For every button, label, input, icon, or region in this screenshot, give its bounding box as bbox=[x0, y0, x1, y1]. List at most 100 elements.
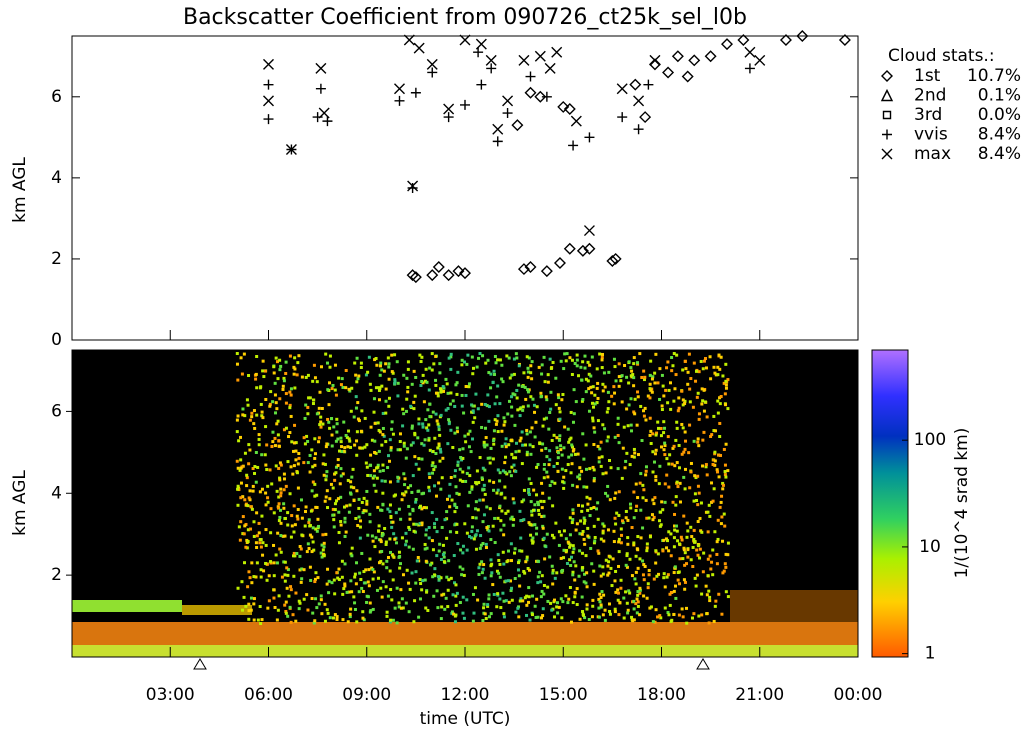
image-speckle bbox=[674, 438, 678, 442]
image-speckle bbox=[451, 399, 455, 403]
image-speckle bbox=[620, 400, 624, 404]
image-speckle bbox=[313, 456, 317, 460]
image-speckle bbox=[582, 485, 586, 489]
image-speckle bbox=[526, 388, 530, 392]
image-speckle bbox=[662, 431, 666, 435]
point bbox=[553, 256, 566, 269]
image-speckle bbox=[461, 470, 465, 474]
image-speckle bbox=[595, 367, 599, 371]
image-speckle bbox=[510, 452, 514, 456]
image-speckle bbox=[635, 611, 639, 615]
image-speckle bbox=[495, 569, 499, 573]
image-speckle bbox=[525, 432, 529, 436]
image-speckle bbox=[426, 608, 430, 612]
image-speckle bbox=[483, 576, 487, 580]
image-speckle bbox=[276, 377, 280, 381]
image-speckle bbox=[649, 388, 653, 392]
image-speckle bbox=[465, 598, 469, 602]
image-speckle bbox=[275, 407, 279, 411]
image-speckle bbox=[328, 497, 332, 501]
image-speckle bbox=[545, 455, 549, 459]
image-speckle bbox=[445, 536, 449, 540]
image-speckle bbox=[526, 370, 530, 374]
image-speckle bbox=[676, 578, 680, 582]
image-speckle bbox=[685, 621, 689, 625]
image-speckle bbox=[236, 414, 240, 418]
image-speckle bbox=[718, 367, 722, 371]
image-speckle bbox=[502, 562, 506, 566]
image-speckle bbox=[671, 446, 675, 450]
image-speckle bbox=[248, 576, 252, 580]
image-speckle bbox=[645, 596, 649, 600]
image-speckle bbox=[700, 613, 704, 617]
point bbox=[476, 79, 487, 90]
image-speckle bbox=[634, 554, 638, 558]
image-speckle bbox=[259, 568, 263, 572]
image-speckle bbox=[580, 566, 584, 570]
image-speckle bbox=[241, 515, 245, 519]
image-speckle bbox=[526, 404, 530, 408]
image-speckle bbox=[326, 611, 330, 615]
image-speckle bbox=[368, 601, 372, 605]
image-speckle bbox=[540, 514, 544, 518]
image-speckle bbox=[476, 598, 480, 602]
image-speckle bbox=[651, 450, 655, 454]
image-speckle bbox=[448, 530, 452, 534]
image-speckle bbox=[236, 503, 240, 507]
image-speckle bbox=[683, 467, 687, 471]
image-speckle bbox=[572, 388, 576, 392]
image-speckle bbox=[278, 368, 282, 372]
image-speckle bbox=[421, 425, 425, 429]
image-speckle bbox=[350, 590, 354, 594]
image-speckle bbox=[613, 496, 617, 500]
image-speckle bbox=[608, 609, 612, 613]
image-speckle bbox=[455, 491, 459, 495]
image-speckle bbox=[406, 390, 410, 394]
image-speckle bbox=[643, 406, 647, 410]
image-speckle bbox=[518, 414, 522, 418]
image-speckle bbox=[328, 426, 332, 430]
image-speckle bbox=[372, 410, 376, 414]
image-speckle bbox=[504, 511, 508, 515]
image-speckle bbox=[341, 472, 345, 476]
point bbox=[263, 95, 274, 107]
image-speckle bbox=[577, 374, 581, 378]
image-speckle bbox=[279, 521, 283, 525]
image-speckle bbox=[635, 504, 639, 508]
image-speckle bbox=[509, 589, 513, 593]
image-speckle bbox=[514, 450, 518, 454]
image-speckle bbox=[696, 391, 700, 395]
image-speckle bbox=[695, 499, 699, 503]
image-speckle bbox=[430, 539, 434, 543]
image-speckle bbox=[437, 442, 441, 446]
image-speckle bbox=[721, 487, 725, 491]
image-speckle bbox=[713, 604, 717, 608]
image-speckle bbox=[387, 362, 391, 366]
image-speckle bbox=[410, 571, 414, 575]
image-speckle bbox=[594, 507, 598, 511]
image-speckle bbox=[524, 397, 528, 401]
image-speckle bbox=[716, 518, 720, 522]
image-speckle bbox=[675, 353, 679, 357]
image-speckle bbox=[304, 375, 308, 379]
image-speckle bbox=[455, 530, 459, 534]
image-speckle bbox=[298, 568, 302, 572]
image-speckle bbox=[360, 409, 364, 413]
image-speckle bbox=[347, 590, 351, 594]
image-speckle bbox=[250, 561, 254, 565]
image-speckle bbox=[339, 440, 343, 444]
image-speckle bbox=[629, 397, 633, 401]
image-speckle bbox=[529, 452, 533, 456]
image-speckle bbox=[528, 618, 532, 622]
image-speckle bbox=[701, 367, 705, 371]
image-speckle bbox=[485, 404, 489, 408]
image-speckle bbox=[673, 387, 677, 391]
image-speckle bbox=[505, 354, 509, 358]
image-speckle bbox=[625, 375, 629, 379]
image-speckle bbox=[399, 517, 403, 521]
image-speckle bbox=[683, 587, 687, 591]
image-speckle bbox=[260, 487, 264, 491]
image-speckle bbox=[658, 614, 662, 618]
image-speckle bbox=[601, 382, 605, 386]
image-speckle bbox=[361, 610, 365, 614]
